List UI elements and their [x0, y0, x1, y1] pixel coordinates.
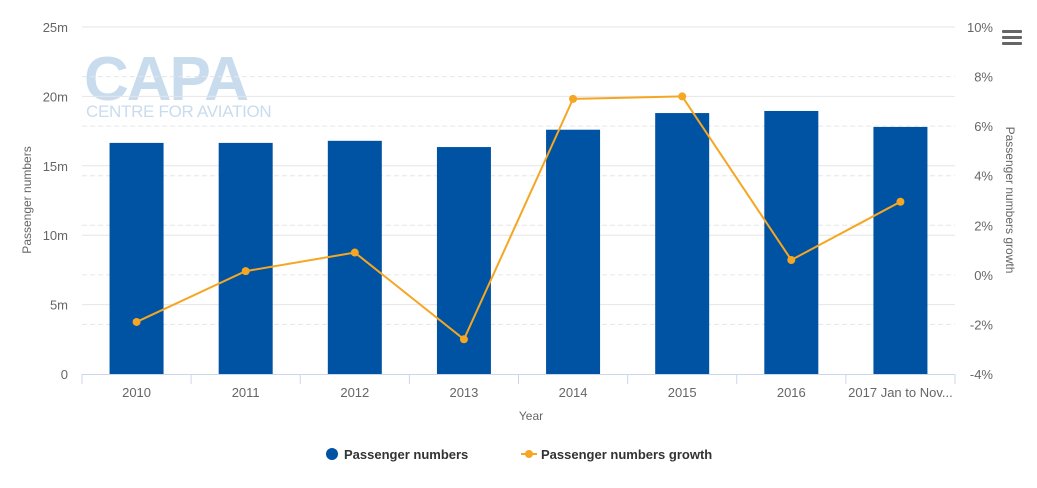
bar-2014[interactable] — [546, 129, 601, 374]
x-tick-label: 2015 — [668, 385, 697, 400]
left-y-tick-label: 25m — [43, 20, 68, 35]
legend-label-passenger-numbers: Passenger numbers — [344, 447, 468, 462]
bar-2017[interactable] — [873, 126, 928, 374]
x-tick-label: 2013 — [449, 385, 478, 400]
legend-item-passenger-growth[interactable]: Passenger numbers growth — [521, 447, 712, 462]
bar-2015[interactable] — [655, 113, 710, 374]
x-tick-label: 2014 — [559, 385, 588, 400]
x-tick-label: 2017 Jan to Nov... — [848, 385, 953, 400]
right-y-tick-label: 0% — [974, 268, 993, 283]
right-y-tick-label: 4% — [974, 169, 993, 184]
menu-bar-middle — [1002, 36, 1022, 39]
capa-watermark-logo: CAPA CENTRE FOR AVIATION — [84, 45, 272, 121]
watermark-logo-text: CAPA — [84, 45, 248, 114]
growth-point-2011[interactable] — [241, 267, 250, 276]
right-y-tick-label: -4% — [970, 367, 994, 382]
right-y-tick-label: 6% — [974, 119, 993, 134]
growth-line-path — [136, 95, 901, 341]
growth-point-2017[interactable] — [896, 197, 905, 206]
growth-point-2012[interactable] — [350, 248, 359, 257]
right-y-tick-label: -2% — [970, 317, 994, 332]
right-y-tick-label: 10% — [967, 20, 993, 35]
growth-point-2013[interactable] — [459, 335, 468, 344]
x-axis: 2010 2011 2012 2013 2014 2015 2016 2017 Jan to … — [81, 374, 956, 400]
left-y-tick-label: 0 — [61, 367, 68, 382]
left-y-axis-title: Passenger numbers — [20, 146, 34, 253]
menu-bar-top — [1002, 30, 1022, 33]
growth-point-2010[interactable] — [132, 317, 141, 326]
right-y-tick-label: 2% — [974, 218, 993, 233]
legend-label-passenger-growth: Passenger numbers growth — [541, 447, 712, 462]
left-y-tick-label: 5m — [50, 298, 68, 313]
growth-point-2015[interactable] — [678, 92, 687, 101]
watermark-subtitle-text: CENTRE FOR AVIATION — [86, 102, 271, 121]
x-tick-label: 2011 — [232, 385, 260, 400]
bar-series-passenger-numbers — [109, 110, 928, 374]
bar-2012[interactable] — [327, 140, 382, 374]
legend-marker-dot — [525, 450, 533, 458]
bar-2010[interactable] — [109, 142, 164, 374]
line-series-passenger-growth — [132, 92, 905, 344]
legend-item-passenger-numbers[interactable]: Passenger numbers — [326, 447, 468, 462]
x-tick-label: 2010 — [122, 385, 151, 400]
right-y-tick-label: 8% — [974, 70, 993, 85]
bar-2011[interactable] — [218, 142, 273, 374]
legend-marker-bar — [326, 448, 338, 460]
x-tick-label: 2016 — [777, 385, 806, 400]
right-y-axis: -4% -2% 0% 2% 4% 6% 8% 10% — [967, 20, 993, 382]
growth-point-2014[interactable] — [569, 94, 578, 103]
hamburger-menu-icon[interactable] — [1002, 30, 1022, 48]
growth-point-2016[interactable] — [787, 255, 796, 264]
left-y-axis: 0 5m 10m 15m 20m 25m — [43, 20, 68, 382]
menu-bar-bottom — [1002, 42, 1022, 45]
left-y-tick-label: 20m — [43, 89, 68, 104]
right-y-axis-title: Passenger numbers growth — [1003, 127, 1017, 274]
left-y-tick-label: 10m — [43, 228, 68, 243]
bar-2016[interactable] — [764, 110, 819, 374]
chart-legend: Passenger numbers Passenger numbers grow… — [326, 447, 712, 462]
x-tick-label: 2012 — [340, 385, 369, 400]
x-axis-title: Year — [519, 409, 543, 423]
left-y-tick-label: 15m — [43, 159, 68, 174]
